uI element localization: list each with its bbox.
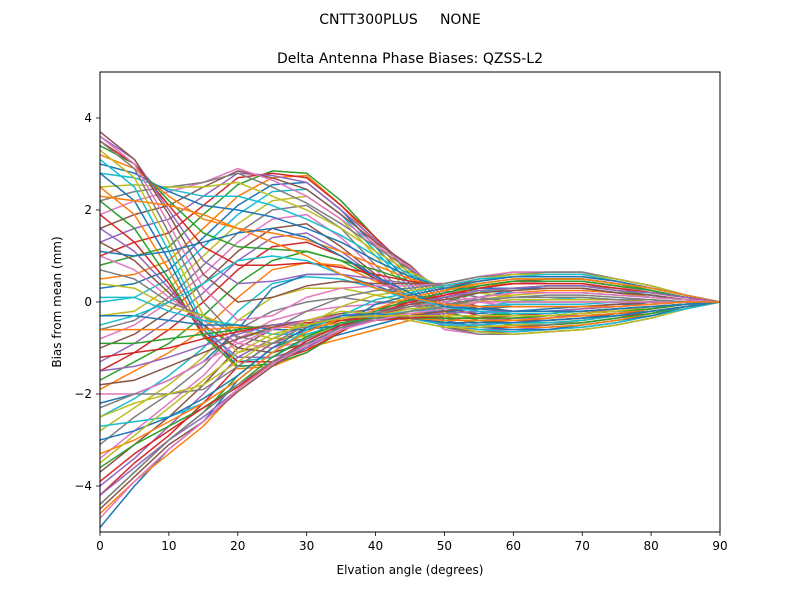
y-tick-label: −2 (74, 387, 92, 401)
x-tick-label: 90 (712, 539, 727, 553)
y-axis-ticks: −4 −2 0 2 4 (74, 111, 100, 493)
x-tick-label: 70 (575, 539, 590, 553)
x-axis-ticks: 0 10 20 30 40 50 60 70 80 90 (96, 532, 728, 553)
x-tick-label: 80 (643, 539, 658, 553)
x-tick-label: 40 (368, 539, 383, 553)
x-tick-label: 30 (299, 539, 314, 553)
y-tick-label: 4 (84, 111, 92, 125)
y-tick-label: −4 (74, 479, 92, 493)
y-axis-label: Bias from mean (mm) (50, 236, 64, 367)
series-line-az_340 (100, 301, 720, 464)
x-tick-label: 50 (437, 539, 452, 553)
x-tick-label: 0 (96, 539, 104, 553)
y-tick-label: 2 (84, 203, 92, 217)
y-tick-label: 0 (84, 295, 92, 309)
x-tick-label: 60 (506, 539, 521, 553)
series-line-az_330 (100, 301, 720, 520)
x-axis-label: Elvation angle (degrees) (337, 563, 484, 577)
series-line-az_210 (100, 199, 720, 368)
series-line-az_355 (100, 195, 720, 308)
series-line-az_335 (100, 296, 720, 506)
x-tick-label: 10 (161, 539, 176, 553)
x-tick-label: 20 (230, 539, 245, 553)
series-layer (100, 130, 720, 529)
chart-title: Delta Antenna Phase Biases: QZSS-L2 (277, 51, 543, 67)
series-line-az_350 (100, 227, 720, 312)
figure-suptitle: CNTT300PLUS NONE (319, 12, 481, 28)
